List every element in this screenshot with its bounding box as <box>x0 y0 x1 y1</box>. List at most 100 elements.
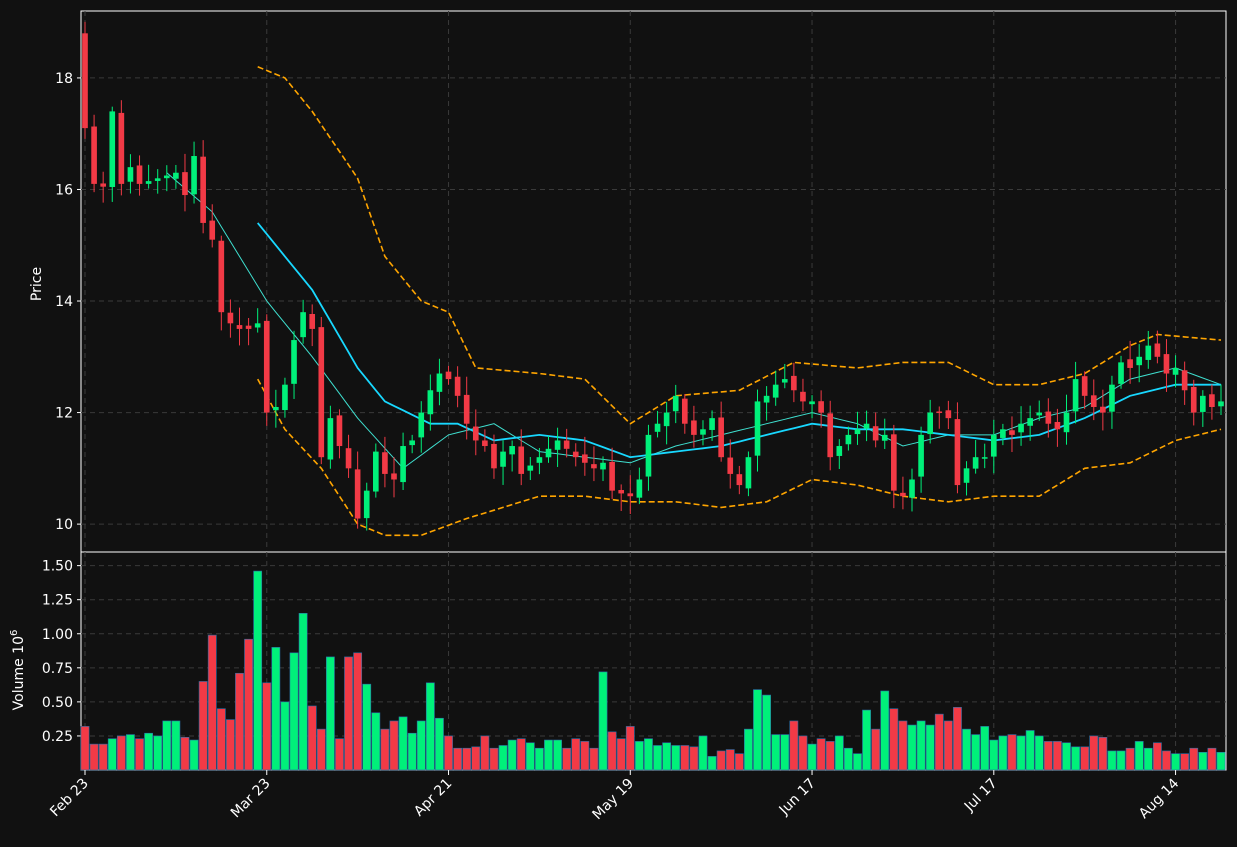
volume-bar <box>1116 750 1126 771</box>
volume-bar <box>435 717 444 771</box>
candle-body <box>200 156 206 223</box>
volume-bar <box>943 720 953 771</box>
volume-bar <box>1016 735 1026 771</box>
candle-body <box>245 325 252 329</box>
candle-body <box>436 373 443 392</box>
volume-bar <box>116 735 126 771</box>
volume-bar <box>1043 741 1053 771</box>
volume-bar <box>598 671 608 771</box>
candle-body <box>309 313 316 329</box>
candle-body <box>82 33 88 129</box>
volume-bar <box>889 708 899 771</box>
candle-body <box>154 178 161 181</box>
volume-bar <box>1125 747 1135 771</box>
volume-bar <box>1053 741 1062 771</box>
candle-body <box>327 418 334 460</box>
volume-bar <box>335 738 344 771</box>
volume-bar <box>407 732 417 771</box>
candle-body <box>818 401 824 413</box>
volume-bar <box>1034 735 1044 771</box>
volume-bar <box>453 747 462 771</box>
volume-tick-label: 1.00 <box>42 627 73 643</box>
candle-body <box>1100 406 1106 413</box>
volume-bar <box>862 709 871 771</box>
volume-bar <box>353 652 363 771</box>
volume-bar <box>753 689 762 771</box>
candle-body <box>563 440 570 449</box>
price-tick-label: 12 <box>55 406 73 422</box>
volume-bar <box>771 734 781 771</box>
candle-body <box>518 446 525 474</box>
candle-body <box>718 417 724 458</box>
volume-bar <box>698 735 708 771</box>
candle-body <box>1200 395 1206 412</box>
volume-bar <box>1007 734 1017 771</box>
candle-body <box>1154 343 1161 357</box>
price-plot-area <box>80 10 1227 553</box>
candle-body <box>927 412 934 435</box>
candle-body <box>872 426 879 441</box>
volume-bar <box>653 745 662 771</box>
volume-bar <box>871 728 881 771</box>
volume-bar <box>1162 750 1171 771</box>
candle-body <box>645 434 652 477</box>
candle-body <box>454 376 461 396</box>
candle-body <box>763 395 770 403</box>
candle-body <box>1172 367 1179 375</box>
volume-bar <box>1098 736 1108 771</box>
candle-body <box>809 401 815 405</box>
candle-body <box>136 165 143 184</box>
volume-bar <box>1171 753 1180 771</box>
candle-body <box>591 464 597 469</box>
volume-bar <box>1071 746 1080 771</box>
volume-bar <box>135 738 144 771</box>
candle-body <box>236 325 243 329</box>
candle-body <box>127 167 134 182</box>
candle-body <box>145 181 152 184</box>
volume-bar <box>571 738 581 771</box>
volume-bar <box>834 735 844 771</box>
volume-bar <box>689 746 699 771</box>
candle-body <box>736 474 743 486</box>
volume-bar <box>644 738 653 771</box>
price-panel: 10 12 14 16 18 <box>55 10 1227 553</box>
volume-bar <box>144 732 154 771</box>
candle-body <box>772 384 779 398</box>
candle-body <box>291 340 297 384</box>
volume-bar <box>1025 730 1035 771</box>
volume-bar <box>462 747 472 771</box>
candle-body <box>527 465 534 471</box>
candle-body <box>100 183 106 187</box>
candle-body <box>118 112 125 184</box>
volume-bar <box>153 735 163 771</box>
volume-bar <box>271 647 281 771</box>
candle-body <box>336 415 343 447</box>
volume-bar <box>925 724 935 771</box>
candle-body <box>463 394 470 424</box>
candle-body <box>472 426 479 441</box>
volume-bar <box>126 734 135 771</box>
candle-body <box>972 457 979 469</box>
candle-body <box>891 434 897 491</box>
candle-body <box>836 446 843 456</box>
candle-body <box>827 413 834 458</box>
volume-bar <box>1089 735 1099 771</box>
volume-bar <box>798 735 808 771</box>
candle-body <box>418 412 425 438</box>
volume-bar <box>807 743 817 771</box>
volume-bar <box>962 728 971 771</box>
candle-body <box>945 410 952 419</box>
candle-body <box>163 175 170 179</box>
volume-bar <box>671 745 681 771</box>
volume-bar <box>744 728 753 771</box>
candle-body <box>936 411 943 413</box>
volume-bar <box>307 705 317 771</box>
volume-bar <box>1134 741 1144 771</box>
volume-bar <box>971 734 981 771</box>
volume-bar <box>725 749 735 771</box>
candle-body <box>1127 359 1133 368</box>
volume-bar <box>1189 747 1199 771</box>
candle-body <box>781 379 788 383</box>
volume-bar <box>662 742 672 771</box>
volume-bar <box>516 738 526 771</box>
